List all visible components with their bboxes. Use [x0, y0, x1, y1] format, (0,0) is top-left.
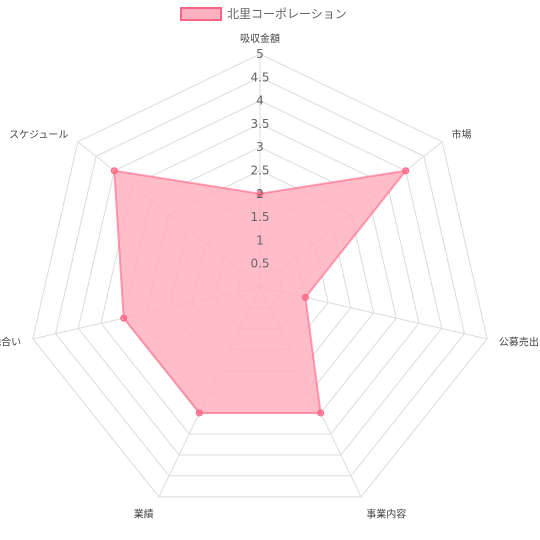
series-area	[113, 169, 409, 414]
tick-label: 1	[256, 233, 264, 247]
tick-label: 2	[256, 187, 264, 201]
legend-label[interactable]: 北里コーポレーション	[227, 7, 347, 21]
tick-label: 4	[256, 94, 264, 108]
data-point[interactable]	[120, 314, 128, 322]
tick-label: 5	[256, 47, 264, 61]
data-point[interactable]	[317, 409, 325, 417]
tick-label: 4.5	[250, 70, 269, 84]
axis-label: 地合い	[0, 336, 21, 349]
tick-label: 0.5	[250, 257, 269, 271]
data-point[interactable]	[402, 167, 410, 175]
tick-label: 3.5	[250, 117, 269, 131]
axis-label: 公募売出比	[499, 336, 540, 349]
radar-tick-labels: 0.5 1 1.5 2 2.5 3 3.5 4 4.5 5	[250, 47, 269, 271]
radar-series-layer	[110, 167, 410, 417]
legend-swatch[interactable]	[180, 7, 222, 21]
grid-ring	[55, 76, 465, 477]
radar-axis-labels: 吸収金額市場公募売出比事業内容 業績 地合い スケジュール	[0, 32, 540, 521]
data-point[interactable]	[301, 293, 309, 301]
axis-label: 吸収金額	[240, 32, 280, 45]
grid-ring	[32, 53, 488, 498]
data-point[interactable]	[195, 409, 203, 417]
axis-label: スケジュール	[9, 129, 68, 141]
data-point[interactable]	[110, 167, 118, 175]
axis-label: 業績	[134, 508, 154, 521]
chart-legend[interactable]: 北里コーポレーション	[180, 7, 347, 21]
axis-label: 市場	[452, 128, 472, 141]
tick-label: 2.5	[250, 164, 269, 178]
grid-ring	[77, 100, 443, 456]
axis-label: 事業内容	[366, 508, 406, 521]
data-point[interactable]	[256, 190, 264, 198]
tick-label: 1.5	[250, 210, 269, 224]
tick-label: 3	[256, 140, 264, 154]
